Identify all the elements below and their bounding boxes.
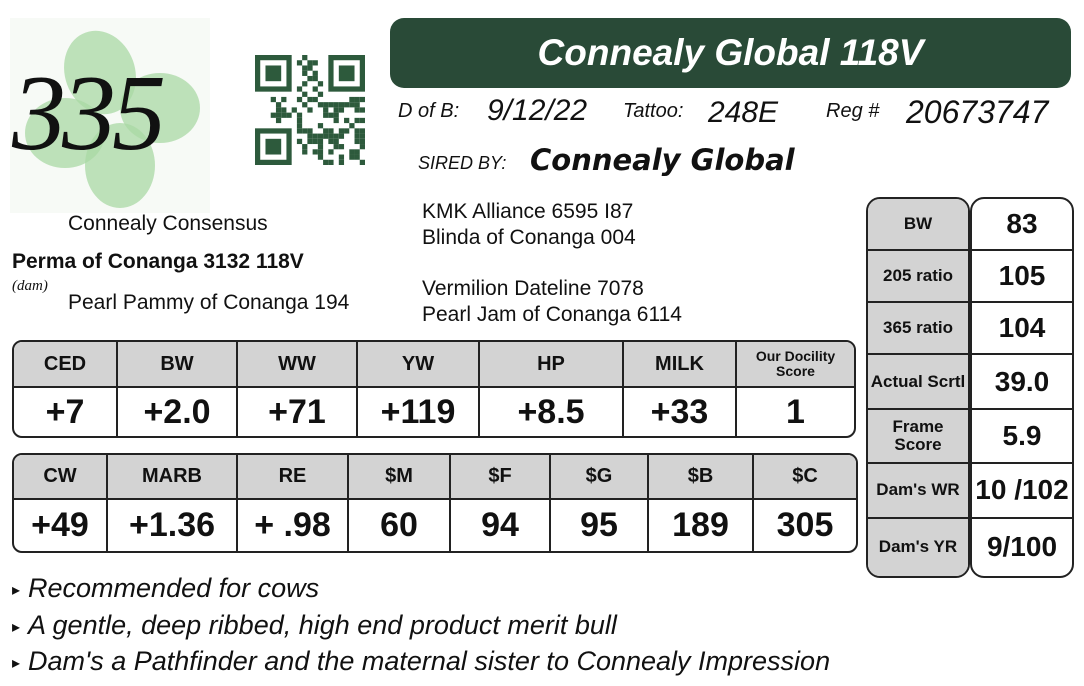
dam-name: Perma of Conanga 3132 118V xyxy=(12,250,304,273)
performance-value: 9/100 xyxy=(986,531,1058,563)
pedigree-right-1: KMK Alliance 6595 I87 xyxy=(422,200,634,223)
epd-header: MILK xyxy=(624,342,737,388)
pedigree-right-3: Vermilion Dateline 7078 xyxy=(422,277,644,300)
epd-header: $C xyxy=(754,455,856,500)
epd-value: 95 xyxy=(551,500,649,551)
clover-logo xyxy=(10,18,210,213)
epd-value: 1 xyxy=(786,392,805,431)
epd-value: + .98 xyxy=(238,500,349,551)
epd-value: +2.0 xyxy=(118,388,238,436)
epd-value: 189 xyxy=(649,500,754,551)
performance-label: BW xyxy=(868,199,968,252)
note-3: ▸ Dam's a Pathfinder and the maternal sis… xyxy=(12,646,831,676)
epd-header: RE xyxy=(238,455,349,500)
epd-header: $F xyxy=(451,455,551,500)
epd-value: 60 xyxy=(349,500,451,551)
epd-header: CED xyxy=(14,342,118,388)
performance-label: Dam's WR xyxy=(868,464,968,519)
epd-value: +33 xyxy=(624,388,737,436)
performance-label: Dam's YR xyxy=(868,518,968,576)
note-1: ▸ Recommended for cows xyxy=(12,573,320,603)
performance-value: 83 xyxy=(972,199,1072,252)
performance-value: 104 xyxy=(972,303,1072,356)
performance-label: Actual Scrtl xyxy=(868,355,968,410)
epd-header: WW xyxy=(238,342,358,388)
epd-value: +8.5 xyxy=(480,388,624,436)
epd-value: 305 xyxy=(776,506,834,544)
note-text: A gentle, deep ribbed, high end product … xyxy=(28,610,617,640)
epd-header: Our Docility Score xyxy=(737,342,854,388)
epd-table-2: CW MARB RE $M $F $G $B $C +49 +1.36 + .98 60 94 95 189… xyxy=(12,453,858,553)
dam-label: (dam) xyxy=(12,278,48,294)
animal-title: Connealy Global 118V xyxy=(390,18,1071,88)
performance-label: Frame Score xyxy=(868,409,968,465)
sire-sire: Connealy Consensus xyxy=(68,212,268,235)
performance-value: 5.9 xyxy=(972,410,1072,465)
performance-label: 365 ratio xyxy=(868,302,968,356)
reg-label: Reg # xyxy=(826,100,880,122)
tattoo-value: 248E xyxy=(708,96,779,129)
epd-value: 94 xyxy=(451,500,551,551)
epd-value: +1.36 xyxy=(108,500,238,551)
epd-header: MARB xyxy=(108,455,238,500)
epd-header: CW xyxy=(14,455,108,500)
epd-header: YW xyxy=(358,342,480,388)
note-text: Recommended for cows xyxy=(28,573,320,603)
epd-value: +7 xyxy=(14,388,118,436)
epd-header: HP xyxy=(480,342,624,388)
epd-table-1: CED BW WW YW HP MILK Our Docility Score +7 +2.0 +… xyxy=(12,340,856,438)
epd-value: +71 xyxy=(238,388,358,436)
pedigree-right-4: Pearl Jam of Conanga 6114 xyxy=(422,303,682,326)
epd-header: $B xyxy=(649,455,754,500)
note-2: ▸ A gentle, deep ribbed, high end product… xyxy=(12,610,617,640)
pedigree-right-2: Blinda of Conanga 004 xyxy=(422,226,636,249)
dob-label: D of B: xyxy=(398,100,460,122)
dob-value: 9/12/22 xyxy=(487,94,588,127)
sire-name: Connealy Global xyxy=(530,143,795,177)
qr-code xyxy=(255,55,365,165)
epd-header: BW xyxy=(118,342,238,388)
performance-values: 83 105 104 39.0 5.9 10 /102 9/100 xyxy=(970,197,1074,578)
note-text: Dam's a Pathfinder and the maternal sist… xyxy=(28,646,831,676)
dam-dam: Pearl Pammy of Conanga 194 xyxy=(68,291,350,314)
tattoo-label: Tattoo: xyxy=(623,100,684,122)
reg-value: 20673747 xyxy=(906,94,1049,130)
performance-value: 39.0 xyxy=(972,355,1072,410)
performance-value: 10 /102 xyxy=(972,464,1072,519)
performance-value: 105 xyxy=(972,251,1072,303)
performance-label: 205 ratio xyxy=(868,251,968,303)
epd-value: +119 xyxy=(358,388,480,436)
performance-labels: BW 205 ratio 365 ratio Actual Scrtl Frame Sc… xyxy=(866,197,970,578)
epd-header: $G xyxy=(551,455,649,500)
lot-number: 335 xyxy=(12,54,166,173)
epd-value: +49 xyxy=(14,500,108,551)
sired-by-label: SIRED BY: xyxy=(418,153,507,173)
epd-header: $M xyxy=(349,455,451,500)
